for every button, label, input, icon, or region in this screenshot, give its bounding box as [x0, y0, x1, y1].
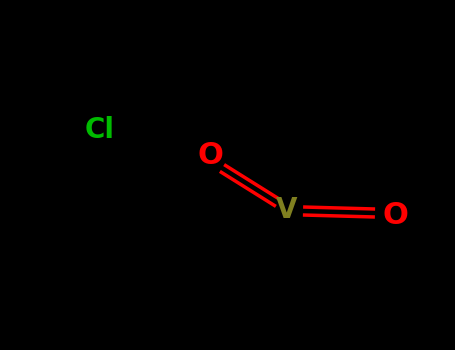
- Text: O: O: [197, 140, 223, 169]
- Text: V: V: [276, 196, 298, 224]
- Text: Cl: Cl: [85, 116, 115, 144]
- Text: O: O: [382, 201, 408, 230]
